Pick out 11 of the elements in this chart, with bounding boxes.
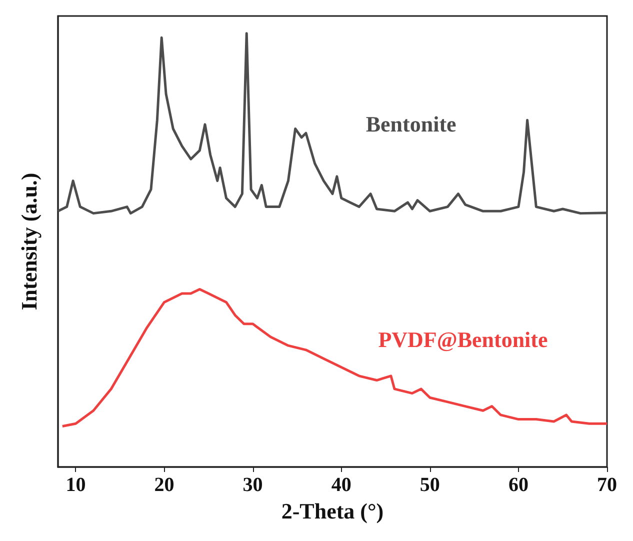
- text: Bentonite: [366, 112, 457, 136]
- x-axis-title: 2-Theta (°): [281, 498, 384, 524]
- series-label: PVDF@Bentonite: [378, 326, 548, 352]
- x-tick-label: 40: [331, 474, 352, 496]
- x-tick-label: 30: [242, 474, 263, 496]
- x-tick-label: 20: [154, 474, 174, 496]
- y-axis-title: Intensity (a.u.): [16, 172, 42, 310]
- x-tick-label: 50: [420, 474, 440, 496]
- x-tick-label: 70: [597, 474, 617, 496]
- x-tick-label: 10: [66, 474, 86, 496]
- x-tick-label: 60: [508, 474, 528, 496]
